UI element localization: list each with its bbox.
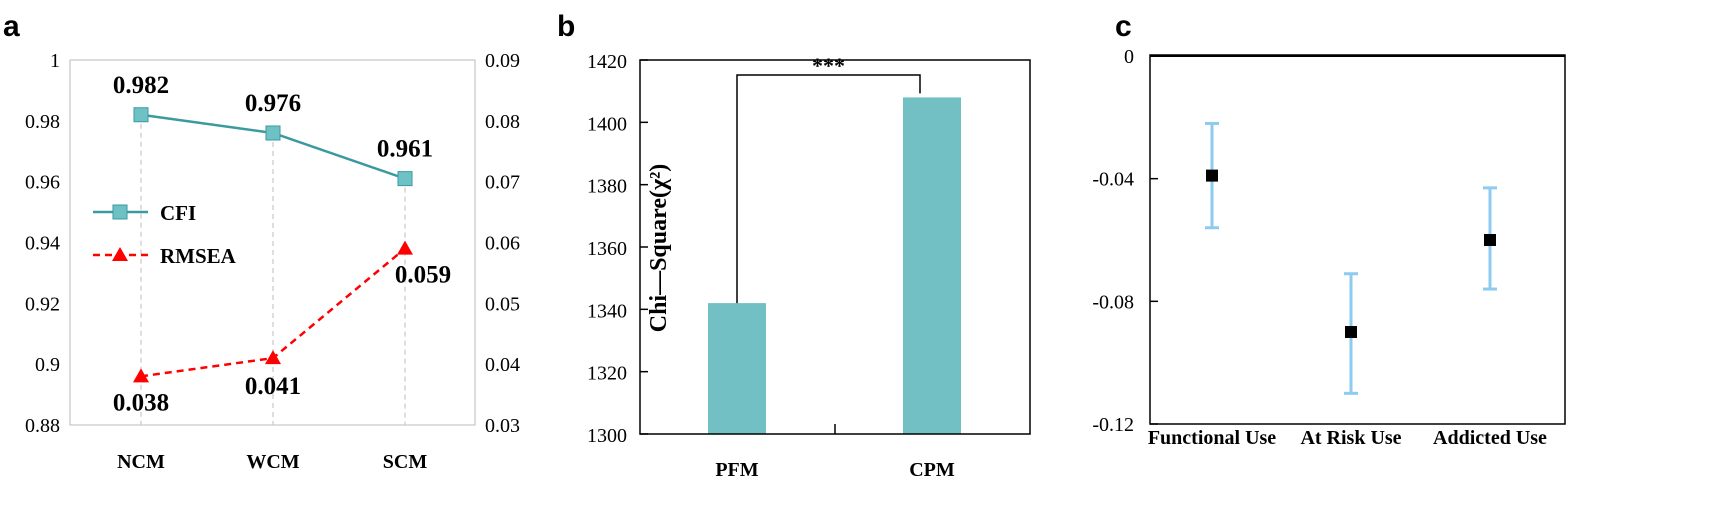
cfi-point-wcm	[265, 125, 281, 141]
point-functional-use	[1206, 169, 1218, 182]
cfi-point-scm	[397, 171, 413, 187]
panel-a-left-tick-0-9: 0.9	[35, 354, 60, 376]
panel-a-right-tick-0-04: 0.04	[485, 354, 520, 376]
panel-c-category-at-risk-use: At Risk Use	[1300, 427, 1401, 449]
panel-a-left-tick-0-96: 0.96	[25, 172, 60, 194]
panel-a-category-ncm: NCM	[117, 451, 165, 473]
panel-c-tick-0-08: -0.08	[1092, 291, 1134, 313]
panel-c-category-functional-use: Functional Use	[1148, 427, 1276, 449]
panel-letter-b: b	[557, 10, 575, 43]
legend-rmsea-marker	[112, 247, 128, 261]
panel-b-y-axis-label: Chi—Square(χ²)	[646, 164, 672, 333]
panel-b-category-cpm: CPM	[909, 459, 955, 481]
cfi-point-ncm	[133, 107, 149, 123]
panel-b-tick-1400: 1400	[587, 113, 627, 135]
point-addicted-use	[1484, 234, 1496, 246]
panel-c-frame	[1149, 54, 1566, 425]
panel-b-frame	[639, 59, 1031, 435]
rmsea-data-label-wcm: 0.041	[245, 373, 301, 400]
panel-a-line-chart: 0.88 0.9 0.92 0.94 0.96 0.98 1 0.03 0.04 0.05 0.0…	[25, 50, 520, 473]
panel-a-right-tick-0-09: 0.09	[485, 50, 520, 72]
rmsea-point-wcm	[265, 350, 281, 365]
legend-cfi-label: CFI	[160, 201, 196, 225]
rmsea-data-label-ncm: 0.038	[113, 389, 169, 416]
significance-bracket-line	[736, 74, 921, 304]
panel-a-left-tick-0-94: 0.94	[25, 233, 60, 255]
panel-b-tick-1380: 1380	[587, 176, 627, 198]
significance-bracket: ***	[736, 53, 921, 304]
panel-b-tick-1300: 1300	[587, 425, 627, 447]
point-at-risk-use	[1345, 326, 1357, 338]
cfi-data-label-scm: 0.961	[377, 136, 433, 163]
panel-letter-c: c	[1115, 10, 1132, 43]
panel-b-tick-1420: 1420	[587, 51, 627, 73]
legend-rmsea-label: RMSEA	[160, 244, 237, 268]
bar-cpm	[903, 97, 961, 435]
rmsea-data-label-scm: 0.059	[395, 262, 451, 289]
cfi-data-label-ncm: 0.982	[113, 72, 169, 99]
panel-a-legend: CFI RMSEA	[93, 201, 237, 268]
rmsea-point-scm	[397, 240, 413, 255]
panel-a-left-tick-0-92: 0.92	[25, 293, 60, 315]
panel-a-category-scm: SCM	[383, 451, 428, 473]
panel-b-category-pfm: PFM	[715, 459, 758, 481]
panel-c-tick-0-04: -0.04	[1092, 169, 1134, 191]
panel-a-right-tick-0-06: 0.06	[485, 233, 520, 255]
legend-cfi-marker	[112, 204, 128, 220]
panel-c-category-addicted-use: Addicted Use	[1433, 427, 1547, 449]
cfi-data-label-wcm: 0.976	[245, 90, 301, 117]
panel-b-tick-1340: 1340	[587, 300, 627, 322]
panel-c-error-bar-chart: -0.12 -0.08 -0.04 0 Functional Use At Risk U…	[1092, 46, 1566, 449]
panel-a-right-tick-0-05: 0.05	[485, 293, 520, 315]
panel-a-category-wcm: WCM	[246, 451, 299, 473]
panel-c-tick-0: 0	[1124, 46, 1134, 68]
panel-a-left-tick-1: 1	[50, 50, 60, 72]
panel-a-left-tick-0-98: 0.98	[25, 111, 60, 133]
panel-b-tick-1320: 1320	[587, 363, 627, 385]
significance-stars: ***	[812, 53, 845, 78]
panel-a-left-tick-0-88: 0.88	[25, 415, 60, 437]
panel-a-right-tick-0-07: 0.07	[485, 172, 520, 194]
panel-letter-a: a	[3, 10, 20, 43]
panel-b-tick-1360: 1360	[587, 238, 627, 260]
panel-a-right-tick-0-03: 0.03	[485, 415, 520, 437]
rmsea-point-ncm	[133, 368, 149, 383]
panel-a-right-tick-0-08: 0.08	[485, 111, 520, 133]
bar-pfm	[708, 303, 766, 434]
panel-c-tick-0-12: -0.12	[1092, 414, 1134, 436]
